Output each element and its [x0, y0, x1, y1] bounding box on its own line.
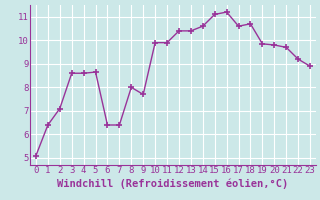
X-axis label: Windchill (Refroidissement éolien,°C): Windchill (Refroidissement éolien,°C)	[57, 178, 289, 189]
